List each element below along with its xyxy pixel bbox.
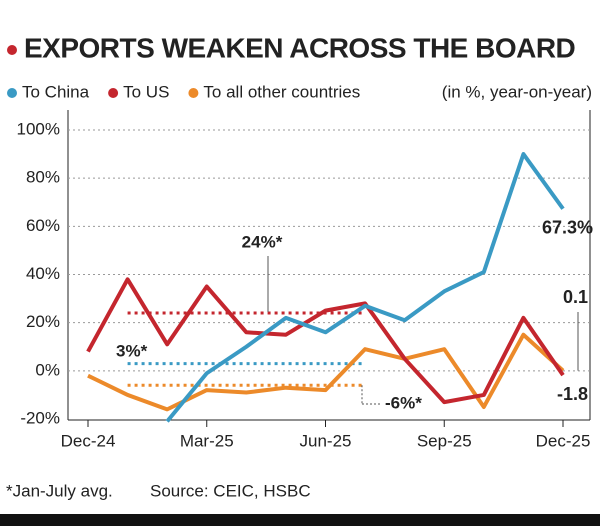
title-dot (7, 45, 17, 55)
average-label: 3%* (116, 341, 148, 360)
y-tick-label: -20% (20, 408, 60, 427)
x-tick-label: Sep-25 (417, 431, 472, 450)
series-line (87, 332, 565, 412)
value-label: 67.3% (542, 218, 593, 238)
legend-label: To China (22, 82, 90, 101)
source: Source: CEIC, HSBC (150, 481, 311, 500)
subtitle: (in %, year-on-year) (442, 82, 592, 101)
footnote: *Jan-July avg. (6, 481, 113, 500)
y-tick-label: 80% (26, 168, 60, 187)
average-label: -6%* (385, 393, 422, 412)
y-tick-label: 20% (26, 312, 60, 331)
y-tick-label: 40% (26, 264, 60, 283)
series-line (86, 277, 565, 405)
value-label: -1.8 (557, 384, 588, 404)
x-tick-label: Dec-25 (536, 431, 591, 450)
y-tick-label: 0% (35, 360, 60, 379)
y-tick-label: 100% (17, 119, 60, 138)
legend-dot (108, 88, 119, 98)
bottom-bar (0, 514, 600, 526)
x-tick-label: Jun-25 (300, 431, 352, 450)
legend-dot (188, 88, 199, 98)
legend-dot (7, 88, 17, 98)
y-tick-label: 60% (26, 216, 60, 235)
series-line (165, 152, 565, 423)
average-label: 24%* (242, 232, 283, 251)
legend-label: To US (123, 82, 169, 101)
value-label: 0.1 (563, 287, 588, 307)
chart-title: EXPORTS WEAKEN ACROSS THE BOARD (24, 32, 576, 63)
legend-label: To all other countries (203, 82, 360, 101)
x-tick-label: Mar-25 (180, 431, 234, 450)
x-tick-label: Dec-24 (61, 431, 116, 450)
